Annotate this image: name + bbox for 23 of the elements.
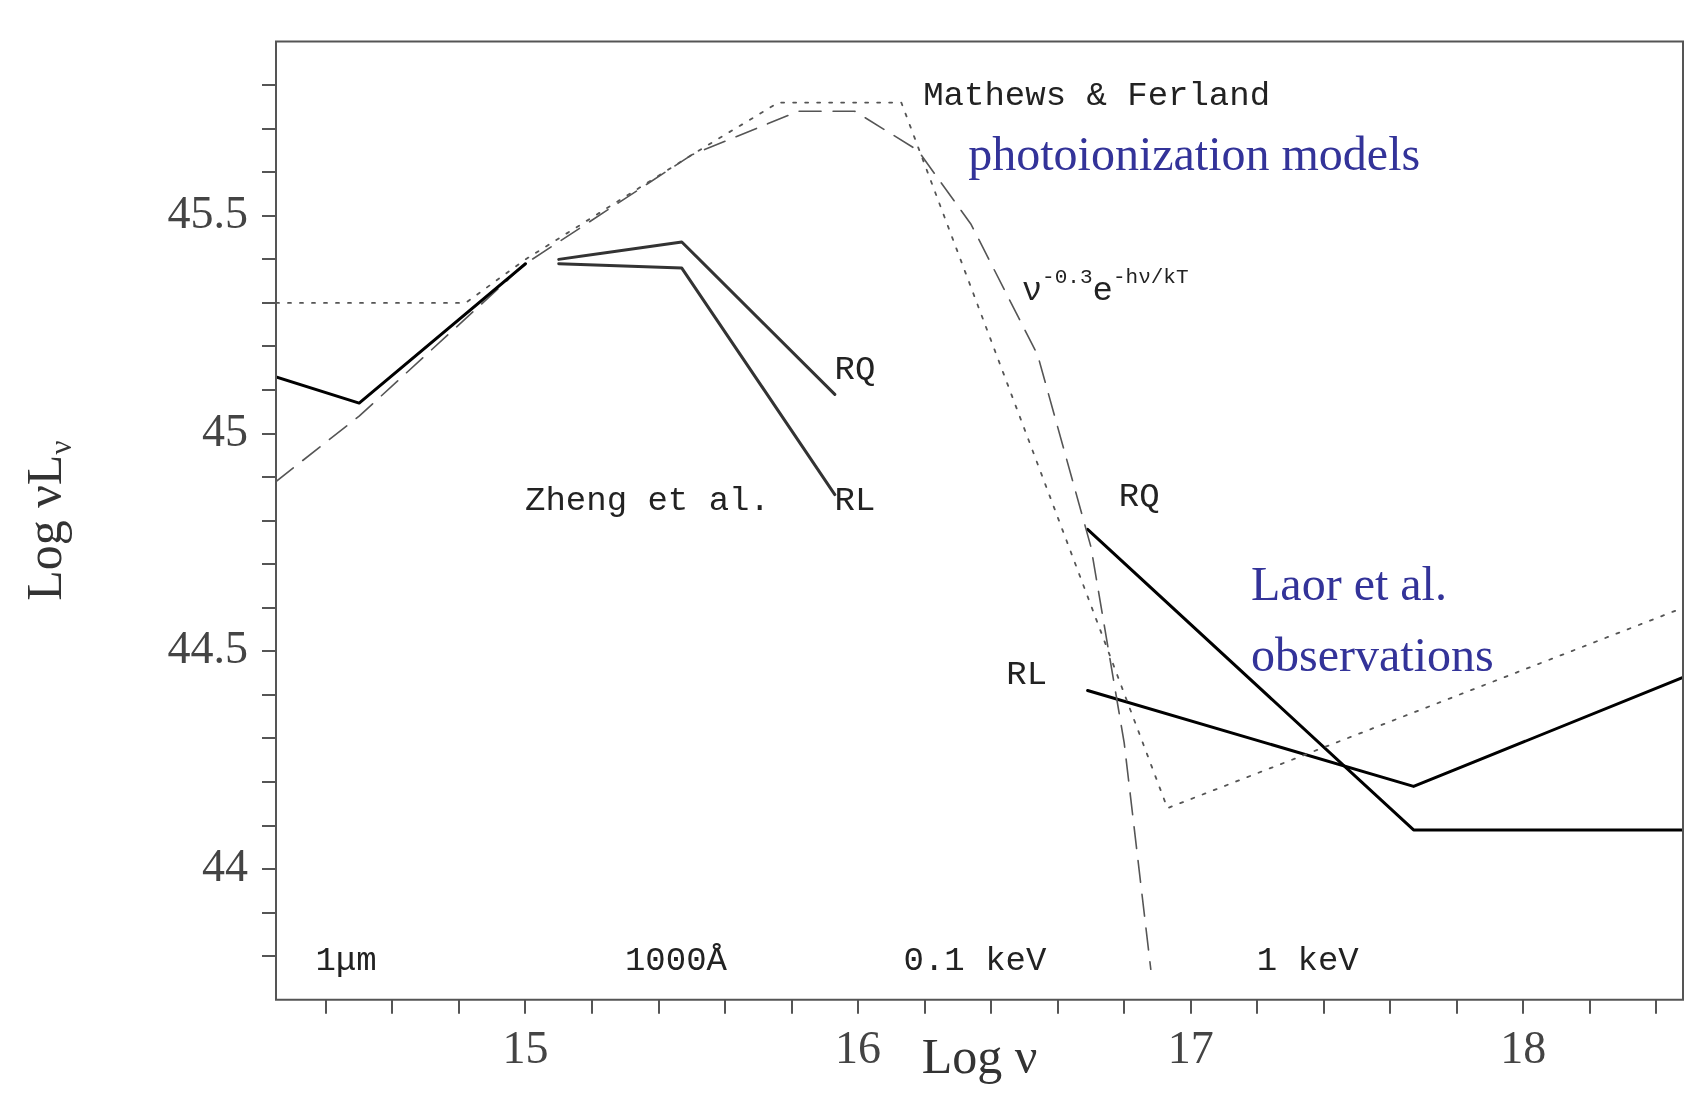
- annotation: RL: [834, 481, 876, 520]
- y-tick-label: 44: [202, 840, 248, 892]
- annotation: Laor et al.: [1251, 557, 1447, 611]
- annotation: Zheng et al.: [525, 481, 770, 520]
- x-tick-label: 18: [1500, 1022, 1547, 1074]
- y-tick-label: 45: [202, 404, 248, 456]
- x-tick-label: 15: [502, 1022, 549, 1074]
- annotation: photoionization models: [968, 127, 1421, 181]
- y-tick-label: 44.5: [167, 622, 248, 674]
- annotation: observations: [1251, 628, 1494, 682]
- annotation: Mathews & Ferland: [923, 77, 1271, 116]
- annotation: RL: [1006, 655, 1048, 694]
- y-axis-title: Log νLν: [16, 440, 79, 601]
- annotation: 1000Å: [624, 942, 728, 981]
- annotation: 1 keV: [1256, 942, 1360, 981]
- x-tick-label: 17: [1167, 1022, 1214, 1074]
- annotation: RQ: [1118, 477, 1160, 516]
- annotation: RQ: [834, 351, 876, 390]
- annotation: 0.1 keV: [903, 942, 1047, 981]
- y-tick-label: 45.5: [167, 186, 248, 238]
- annotation: 1μm: [315, 942, 377, 981]
- x-tick-label: 16: [835, 1022, 882, 1074]
- x-axis-title: Log ν: [921, 1028, 1038, 1085]
